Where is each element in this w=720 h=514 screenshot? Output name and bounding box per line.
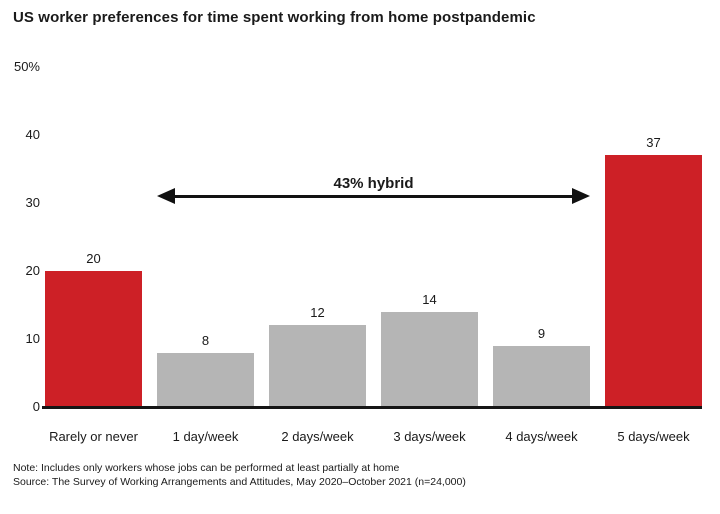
y-axis-tick-label: 50% <box>13 59 40 74</box>
bar-category-label: 4 days/week <box>505 429 578 444</box>
right-arrowhead-icon <box>572 188 590 205</box>
bar-category-label: 2 days/week <box>281 429 354 444</box>
bar-category-label: 1 day/week <box>172 429 239 444</box>
chart-title: US worker preferences for time spent wor… <box>13 9 536 26</box>
x-axis-line <box>42 406 702 409</box>
footnote-source: Source: The Survey of Working Arrangemen… <box>13 476 466 488</box>
bar-value-label: 8 <box>201 332 210 348</box>
bar-value-label: 12 <box>310 305 325 321</box>
bar <box>381 311 478 407</box>
y-axis-tick-label: 20 <box>25 263 40 278</box>
y-axis-tick-label: 40 <box>25 127 40 142</box>
bar <box>605 155 702 407</box>
left-arrowhead-icon <box>157 188 175 205</box>
hybrid-span-annotation: 43% hybrid <box>157 175 590 205</box>
bar <box>157 352 254 407</box>
y-axis-tick-label: 10 <box>25 331 40 346</box>
y-axis-tick-label: 30 <box>25 195 40 210</box>
bar-category-label: 5 days/week <box>617 429 690 444</box>
bar-value-label: 14 <box>422 291 437 307</box>
bar-category-label: Rarely or never <box>49 429 138 444</box>
bar <box>493 345 590 407</box>
arrow-line <box>169 194 578 198</box>
bar-value-label: 20 <box>86 251 101 266</box>
bar-value-label: 9 <box>537 325 546 341</box>
y-axis-tick-label: 0 <box>32 399 40 414</box>
annotation-label: 43% hybrid <box>333 175 414 193</box>
bar-category-label: 3 days/week <box>393 429 466 444</box>
bar <box>45 271 142 407</box>
footnote-note: Note: Includes only workers whose jobs c… <box>13 462 400 474</box>
plot-area: 20 Rarely or never 8 1 day/week 12 2 days/wee… <box>45 67 702 444</box>
bar-value-label: 37 <box>646 135 661 151</box>
bar <box>269 325 366 407</box>
